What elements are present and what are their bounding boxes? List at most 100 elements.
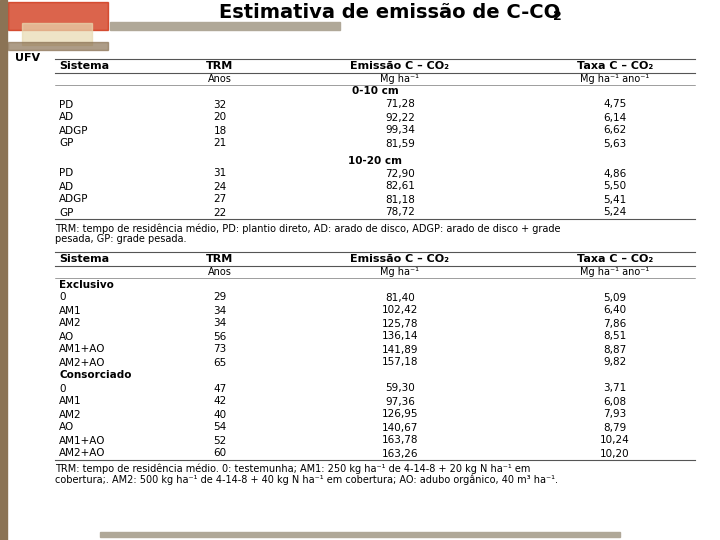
Text: GP: GP xyxy=(59,138,73,149)
Bar xyxy=(55,421,695,434)
Bar xyxy=(55,356,695,369)
Bar xyxy=(55,330,695,343)
Text: 42: 42 xyxy=(213,396,227,407)
Text: Mg ha⁻¹: Mg ha⁻¹ xyxy=(380,267,420,277)
Bar xyxy=(55,304,695,317)
Text: 102,42: 102,42 xyxy=(382,306,418,315)
Text: PD: PD xyxy=(59,99,73,110)
Text: 8,51: 8,51 xyxy=(603,332,626,341)
Bar xyxy=(55,291,695,304)
Text: Mg ha⁻¹: Mg ha⁻¹ xyxy=(380,74,420,84)
Text: 2: 2 xyxy=(553,10,562,24)
Text: 10-20 cm: 10-20 cm xyxy=(348,156,402,165)
Text: TRM: TRM xyxy=(207,254,233,264)
Text: 97,36: 97,36 xyxy=(385,396,415,407)
Bar xyxy=(110,22,340,30)
Text: 92,22: 92,22 xyxy=(385,112,415,123)
Bar xyxy=(55,369,695,382)
Bar xyxy=(100,532,620,537)
Text: 78,72: 78,72 xyxy=(385,207,415,218)
Text: 29: 29 xyxy=(213,293,227,302)
Text: PD: PD xyxy=(59,168,73,179)
Text: 99,34: 99,34 xyxy=(385,125,415,136)
Bar xyxy=(55,85,695,98)
Text: Anos: Anos xyxy=(208,267,232,277)
Text: AM2+AO: AM2+AO xyxy=(59,357,106,368)
Text: 4,75: 4,75 xyxy=(603,99,626,110)
Text: 163,78: 163,78 xyxy=(382,435,418,445)
Text: TRM: TRM xyxy=(207,61,233,71)
Text: Mg ha⁻¹ ano⁻¹: Mg ha⁻¹ ano⁻¹ xyxy=(580,74,649,84)
Text: Emissão C – CO₂: Emissão C – CO₂ xyxy=(351,61,449,71)
Bar xyxy=(0,0,7,540)
Text: Taxa C – CO₂: Taxa C – CO₂ xyxy=(577,61,653,71)
Bar xyxy=(55,167,695,180)
Text: ADGP: ADGP xyxy=(59,125,89,136)
Bar xyxy=(55,206,695,219)
Text: 47: 47 xyxy=(213,383,227,394)
Text: AM1: AM1 xyxy=(59,306,81,315)
Text: AM1+AO: AM1+AO xyxy=(59,435,106,445)
Text: Consorciado: Consorciado xyxy=(59,370,132,381)
Bar xyxy=(55,73,695,85)
Text: ADGP: ADGP xyxy=(59,194,89,205)
Bar xyxy=(55,252,695,266)
Text: 21: 21 xyxy=(213,138,227,149)
Text: 8,87: 8,87 xyxy=(603,345,626,354)
Text: 136,14: 136,14 xyxy=(382,332,418,341)
Text: Mg ha⁻¹ ano⁻¹: Mg ha⁻¹ ano⁻¹ xyxy=(580,267,649,277)
Text: 0: 0 xyxy=(59,293,66,302)
Text: 52: 52 xyxy=(213,435,227,445)
Text: AD: AD xyxy=(59,181,74,192)
Text: TRM: tempo de residência médio. 0: testemunha; AM1: 250 kg ha⁻¹ de 4-14-8 + 20 k: TRM: tempo de residência médio. 0: teste… xyxy=(55,464,531,475)
Text: 59,30: 59,30 xyxy=(385,383,415,394)
Text: pesada, GP: grade pesada.: pesada, GP: grade pesada. xyxy=(55,233,186,244)
Text: 81,59: 81,59 xyxy=(385,138,415,149)
Text: 7,86: 7,86 xyxy=(603,319,626,328)
Text: 10,24: 10,24 xyxy=(600,435,630,445)
Text: AO: AO xyxy=(59,332,74,341)
Bar xyxy=(55,382,695,395)
Text: 24: 24 xyxy=(213,181,227,192)
Text: 81,18: 81,18 xyxy=(385,194,415,205)
Text: 6,62: 6,62 xyxy=(603,125,626,136)
Text: Anos: Anos xyxy=(208,74,232,84)
Text: 72,90: 72,90 xyxy=(385,168,415,179)
Bar xyxy=(55,317,695,330)
Text: AD: AD xyxy=(59,112,74,123)
Bar xyxy=(55,395,695,408)
Text: 73: 73 xyxy=(213,345,227,354)
Text: Estimativa de emissão de C-CO: Estimativa de emissão de C-CO xyxy=(220,3,561,23)
Text: 5,24: 5,24 xyxy=(603,207,626,218)
Text: 40: 40 xyxy=(213,409,227,420)
Bar xyxy=(55,408,695,421)
Text: 10,20: 10,20 xyxy=(600,449,630,458)
Text: 34: 34 xyxy=(213,319,227,328)
Text: UFV: UFV xyxy=(15,53,40,63)
Text: 32: 32 xyxy=(213,99,227,110)
Text: 65: 65 xyxy=(213,357,227,368)
Text: 7,93: 7,93 xyxy=(603,409,626,420)
Text: 126,95: 126,95 xyxy=(382,409,418,420)
Text: 5,50: 5,50 xyxy=(603,181,626,192)
Text: AM2: AM2 xyxy=(59,409,81,420)
Text: Sistema: Sistema xyxy=(59,254,109,264)
Bar xyxy=(55,447,695,460)
Text: 22: 22 xyxy=(213,207,227,218)
Text: 9,82: 9,82 xyxy=(603,357,626,368)
Text: 71,28: 71,28 xyxy=(385,99,415,110)
Bar xyxy=(55,278,695,291)
Text: 6,08: 6,08 xyxy=(603,396,626,407)
Text: Exclusivo: Exclusivo xyxy=(59,280,114,289)
Bar xyxy=(55,98,695,111)
Text: 140,67: 140,67 xyxy=(382,422,418,433)
Bar xyxy=(55,124,695,137)
Bar xyxy=(55,343,695,356)
Text: 54: 54 xyxy=(213,422,227,433)
Text: 3,71: 3,71 xyxy=(603,383,626,394)
Text: 4,86: 4,86 xyxy=(603,168,626,179)
Text: AM2: AM2 xyxy=(59,319,81,328)
Text: Emissão C – CO₂: Emissão C – CO₂ xyxy=(351,254,449,264)
Bar xyxy=(55,266,695,278)
Bar xyxy=(55,111,695,124)
